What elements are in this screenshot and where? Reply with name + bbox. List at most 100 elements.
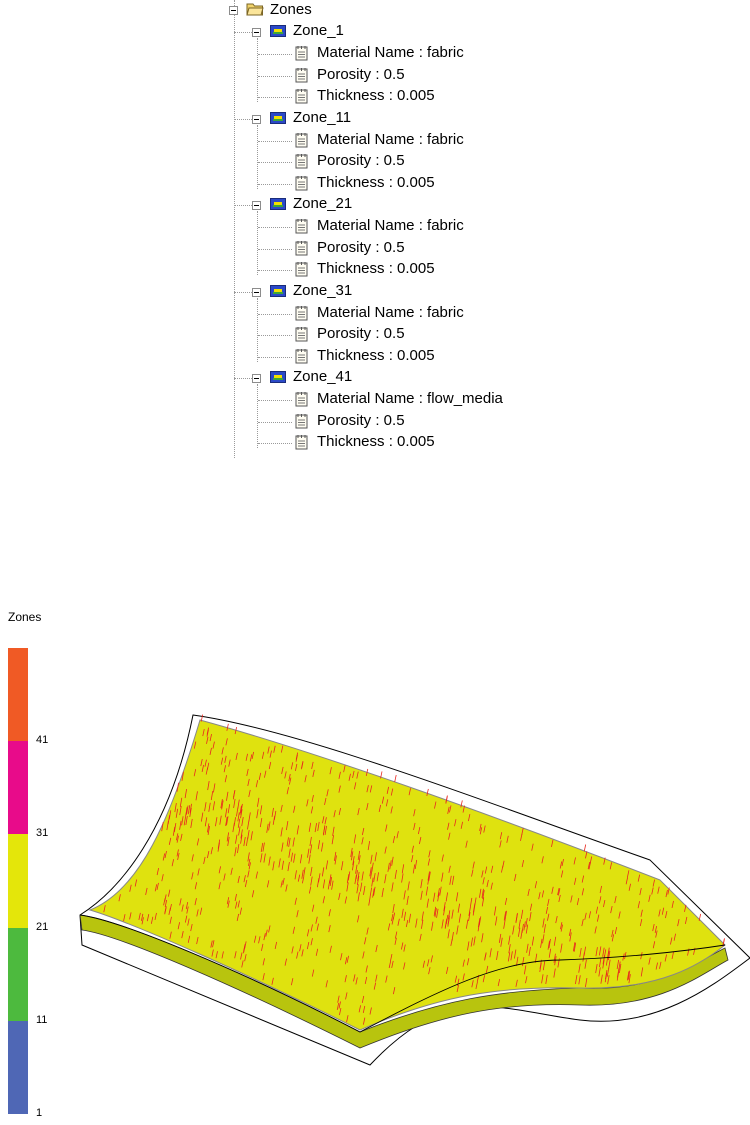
flow-vector-arrow (573, 942, 577, 952)
zone-label[interactable]: Zone_1 (293, 22, 344, 39)
flow-vector-arrow (390, 788, 394, 796)
flow-vector-arrow (292, 837, 295, 847)
flow-vector-arrow (345, 992, 348, 1000)
collapse-toggle-root[interactable] (229, 6, 238, 15)
property-label[interactable]: Porosity : 0.5 (317, 325, 405, 343)
flow-vector-arrow (517, 927, 521, 937)
flow-vector-arrow (465, 919, 469, 929)
property-label[interactable]: Porosity : 0.5 (317, 65, 405, 83)
flow-vector-arrow (531, 843, 534, 851)
flow-vector-arrow (391, 882, 394, 892)
flow-vector-arrow (380, 771, 383, 779)
flow-vector-arrow (343, 765, 346, 773)
property-label[interactable]: Material Name : flow_media (317, 390, 503, 407)
property-label[interactable]: Thickness : 0.005 (317, 433, 435, 451)
zone-label[interactable]: Zone_41 (293, 368, 353, 385)
collapse-toggle-zone[interactable] (252, 114, 261, 124)
flow-vector-arrow (272, 861, 275, 871)
tree-connector (258, 335, 292, 337)
flow-vector-arrow (428, 850, 431, 858)
flow-vector-arrow (315, 916, 318, 924)
property-label[interactable]: Thickness : 0.005 (317, 346, 435, 364)
collapse-toggle-zone[interactable] (252, 287, 261, 297)
property-label[interactable]: Porosity : 0.5 (317, 238, 405, 256)
flow-vector-arrow (368, 896, 371, 906)
flow-vector-arrow (371, 877, 374, 887)
flow-vector-arrow (547, 898, 550, 907)
flow-vector-arrow (338, 807, 341, 816)
flow-vector-arrow (293, 805, 296, 813)
flow-vector-arrow (189, 807, 192, 818)
property-label[interactable]: Thickness : 0.005 (317, 87, 435, 105)
flow-vector-arrow (301, 876, 305, 884)
flow-vector-arrow (401, 942, 404, 950)
flow-vector-arrow (267, 746, 270, 754)
flow-vector-arrow (401, 908, 404, 918)
collapse-toggle-zone[interactable] (252, 201, 261, 210)
flow-vector-arrow (478, 916, 482, 926)
property-label[interactable]: Porosity : 0.5 (317, 411, 405, 429)
flow-vector-arrow (311, 761, 314, 770)
flow-vector-arrow (185, 807, 188, 817)
flow-vector-arrow (374, 852, 377, 862)
flow-vector-arrow (626, 971, 630, 981)
property-note-icon (295, 175, 308, 191)
flow-vector-arrow (179, 898, 182, 906)
flow-vector-arrow (665, 910, 668, 919)
flow-vector-arrow (375, 974, 378, 982)
flow-vector-arrow (561, 858, 564, 867)
flow-vector-arrow (259, 805, 263, 815)
flow-vector-arrow (481, 933, 484, 943)
flow-vector-arrow (415, 918, 418, 928)
zone-label[interactable]: Zone_31 (293, 281, 353, 299)
flow-vector-arrow (486, 879, 489, 888)
flow-vector-arrow (456, 984, 459, 993)
flow-vector-arrow (370, 854, 373, 864)
tree-connector (258, 54, 292, 55)
flow-vector-arrow (608, 959, 611, 969)
flow-vector-arrow (237, 812, 240, 822)
flow-vector-arrow (698, 913, 702, 921)
flow-vector-arrow (272, 815, 276, 825)
tree-connector (258, 313, 292, 315)
flow-vector-arrow (304, 775, 307, 783)
flow-vector-arrow (344, 896, 347, 904)
property-label[interactable]: Material Name : fabric (317, 44, 464, 61)
flow-vector-arrow (301, 869, 304, 879)
zone-3d-view[interactable] (60, 690, 750, 1090)
zone-label[interactable]: Zone_21 (293, 195, 353, 212)
flow-vector-arrow (652, 941, 656, 949)
flow-vector-arrow (657, 886, 660, 894)
flow-vector-arrow (596, 914, 600, 922)
flow-vector-arrow (551, 839, 554, 847)
tree-root-label[interactable]: Zones (270, 1, 312, 18)
flow-vector-arrow (281, 766, 284, 775)
flow-vector-arrow (317, 821, 320, 832)
collapse-toggle-zone[interactable] (252, 374, 261, 383)
tree-guide-line (234, 0, 235, 458)
flow-vector-arrow (294, 870, 297, 880)
flow-vector-arrow (385, 975, 388, 983)
property-label[interactable]: Porosity : 0.5 (317, 152, 405, 170)
flow-vector-arrow (369, 1007, 372, 1015)
flow-vector-arrow (664, 954, 667, 962)
flow-vector-arrow (609, 862, 613, 870)
property-note-icon (295, 89, 308, 104)
zone-label[interactable]: Zone_11 (293, 108, 352, 126)
flow-vector-arrow (611, 929, 614, 937)
property-label[interactable]: Material Name : fabric (317, 217, 464, 234)
flow-vector-arrow (451, 875, 455, 885)
property-label[interactable]: Material Name : fabric (317, 303, 464, 321)
property-label[interactable]: Thickness : 0.005 (317, 173, 435, 191)
flow-vector-arrow (454, 975, 458, 983)
property-label[interactable]: Thickness : 0.005 (317, 260, 435, 278)
property-label[interactable]: Material Name : fabric (317, 130, 464, 148)
flow-vector-arrow (352, 856, 355, 866)
collapse-toggle-zone[interactable] (252, 28, 261, 37)
flow-vector-arrow (288, 774, 291, 782)
flow-vector-arrow (581, 888, 585, 896)
flow-vector-arrow (475, 981, 478, 989)
flow-vector-arrow (321, 842, 324, 852)
flow-vector-arrow (481, 888, 484, 898)
flow-vector-arrow (366, 785, 369, 793)
